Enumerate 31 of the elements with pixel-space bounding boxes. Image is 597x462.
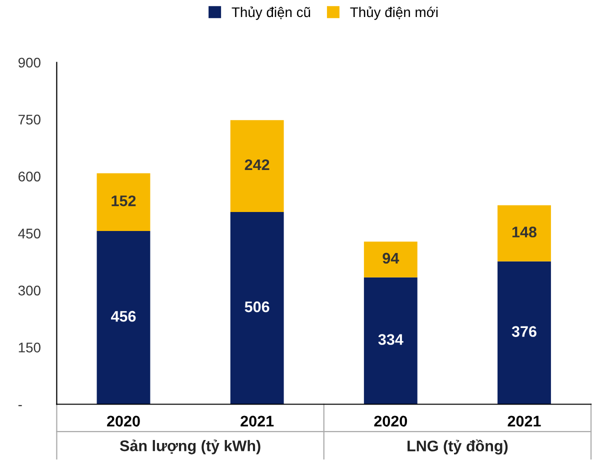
y-tick-label: 450	[18, 228, 40, 238]
bar	[498, 261, 551, 404]
legend-label: Thủy điện cũ	[232, 6, 310, 20]
data-label: 334	[378, 334, 404, 345]
data-label: 242	[244, 159, 270, 170]
bar	[96, 173, 150, 232]
y-tick-label: 300	[18, 286, 40, 296]
x-tick-label: 2021	[240, 416, 274, 427]
text: Sản lượng (tỷ kWh)	[120, 440, 260, 454]
y-tick-label: 600	[18, 172, 40, 182]
x-tick-label: 2021	[508, 416, 541, 427]
bar	[364, 242, 418, 278]
x-tick-label: 2020	[107, 416, 140, 427]
x-tick-label: 2020	[374, 416, 408, 427]
y-tick-label: 150	[18, 342, 40, 352]
data-label: 456	[110, 310, 136, 322]
data-label: 94	[382, 252, 400, 264]
y-tick-label: 750	[18, 114, 40, 125]
data-label: 506	[244, 301, 270, 312]
bar	[364, 277, 418, 404]
data-label: 148	[512, 226, 537, 238]
y-tick-label: 900	[18, 58, 40, 68]
text: LNG (tỷ đồng)	[408, 439, 508, 454]
bar	[96, 231, 150, 404]
y-tick-label: -	[18, 405, 22, 406]
data-label: 152	[112, 195, 136, 206]
bar	[230, 120, 284, 212]
legend-label: Thủy điện mới	[350, 6, 438, 20]
bar	[498, 205, 551, 262]
bar	[230, 212, 284, 404]
data-label: 376	[512, 326, 536, 337]
